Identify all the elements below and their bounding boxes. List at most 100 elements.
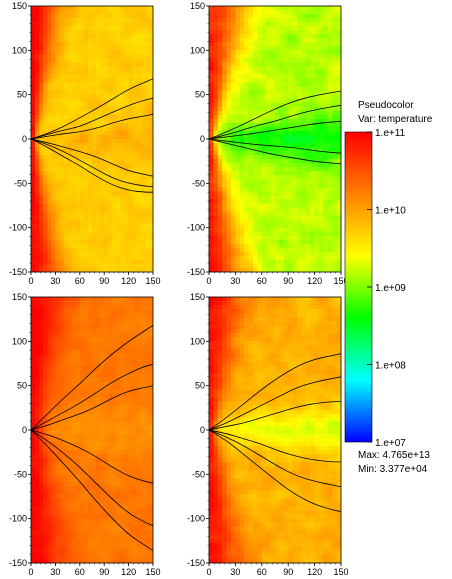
heatmap-cell [144,122,150,128]
heatmap-cell [148,401,153,407]
heatmap-cell [47,345,52,350]
heatmap-cell [96,54,101,59]
heatmap-cell [319,94,324,100]
heatmap-cell [279,223,285,229]
heatmap-cell [83,199,89,205]
heatmap-cell [261,263,267,269]
heatmap-cell [283,94,289,100]
heatmap-cell [319,78,324,84]
heatmap-cell [92,231,97,237]
heatmap-cell [31,58,36,64]
heatmap-cell [222,110,228,116]
heatmap-cell [209,235,214,241]
heatmap-cell [31,42,36,47]
heatmap-cell [248,90,254,96]
heatmap-cell [75,373,81,379]
heatmap-cell [83,211,89,217]
heatmap-cell [100,50,105,55]
heatmap-cell [314,18,320,23]
heatmap-cell [124,385,130,391]
heatmap-cell [253,30,258,35]
heatmap-cell [128,329,134,334]
heatmap-cell [47,349,52,355]
heatmap-cell [136,333,142,338]
heatmap-cell [39,219,44,225]
heatmap-cell [140,143,146,148]
heatmap-cell [213,259,219,265]
heatmap-cell [132,163,138,168]
heatmap-cell [63,10,69,15]
heatmap-cell [67,151,73,156]
heatmap-cell [144,70,150,76]
heatmap-cell [92,106,97,112]
heatmap-cell [120,243,126,249]
heatmap-cell [71,203,77,209]
heatmap-cell [39,361,44,367]
heatmap-cell [71,78,77,84]
heatmap-cell [39,385,44,391]
heatmap-cell [43,74,48,80]
heatmap-cell [332,167,338,172]
heatmap-cell [128,381,134,387]
heatmap-cell [217,183,223,188]
heatmap-cell [222,263,228,269]
heatmap-cell [120,405,126,411]
heatmap-cell [148,397,153,403]
heatmap-cell [310,191,316,197]
heatmap-cell [55,353,61,359]
heatmap-cell [244,90,250,96]
heatmap-cell [31,219,36,225]
heatmap-cell [231,175,236,180]
heatmap-cell [108,235,113,241]
heatmap-cell [239,98,245,104]
heatmap-cell [67,377,73,383]
heatmap-cell [301,110,307,116]
heatmap-cell [63,175,69,180]
heatmap-cell [292,215,298,221]
heatmap-cell [231,167,236,172]
heatmap-cell [124,10,130,15]
heatmap-cell [132,74,138,80]
heatmap-cell [136,118,142,124]
heatmap-cell [108,66,113,72]
heatmap-cell [96,179,101,184]
heatmap-cell [31,369,36,375]
heatmap-cell [96,78,101,84]
heatmap-cell [301,14,307,19]
heatmap-cell [213,231,219,237]
heatmap-cell [327,106,333,112]
heatmap-cell [132,199,138,205]
heatmap-cell [323,159,329,164]
heatmap-cell [239,118,245,124]
heatmap-cell [292,6,298,11]
heatmap-cell [283,231,289,237]
heatmap-cell [231,90,236,96]
heatmap-cell [47,171,52,176]
heatmap-cell [96,122,101,128]
heatmap-cell [83,337,89,342]
heatmap-cell [83,357,89,363]
heatmap-cell [244,86,250,92]
heatmap-cell [279,187,285,192]
heatmap-cell [35,305,40,310]
heatmap-cell [136,365,142,371]
heatmap-cell [120,309,126,314]
heatmap-cell [59,401,65,407]
heatmap-cell [319,163,324,168]
heatmap-cell [226,167,232,172]
heatmap-cell [209,159,214,164]
heatmap-cell [213,82,219,88]
heatmap-cell [297,235,302,241]
heatmap-cell [75,349,81,355]
heatmap-cell [120,147,126,152]
heatmap-cell [323,30,329,35]
heatmap-cell [275,239,280,245]
heatmap-cell [51,34,56,39]
temperature-field [31,6,153,272]
heatmap-cell [288,42,294,47]
heatmap-cell [67,393,73,399]
heatmap-cell [63,353,69,359]
heatmap-cell [124,207,130,213]
heatmap-cell [140,301,146,306]
heatmap-cell [43,195,48,201]
